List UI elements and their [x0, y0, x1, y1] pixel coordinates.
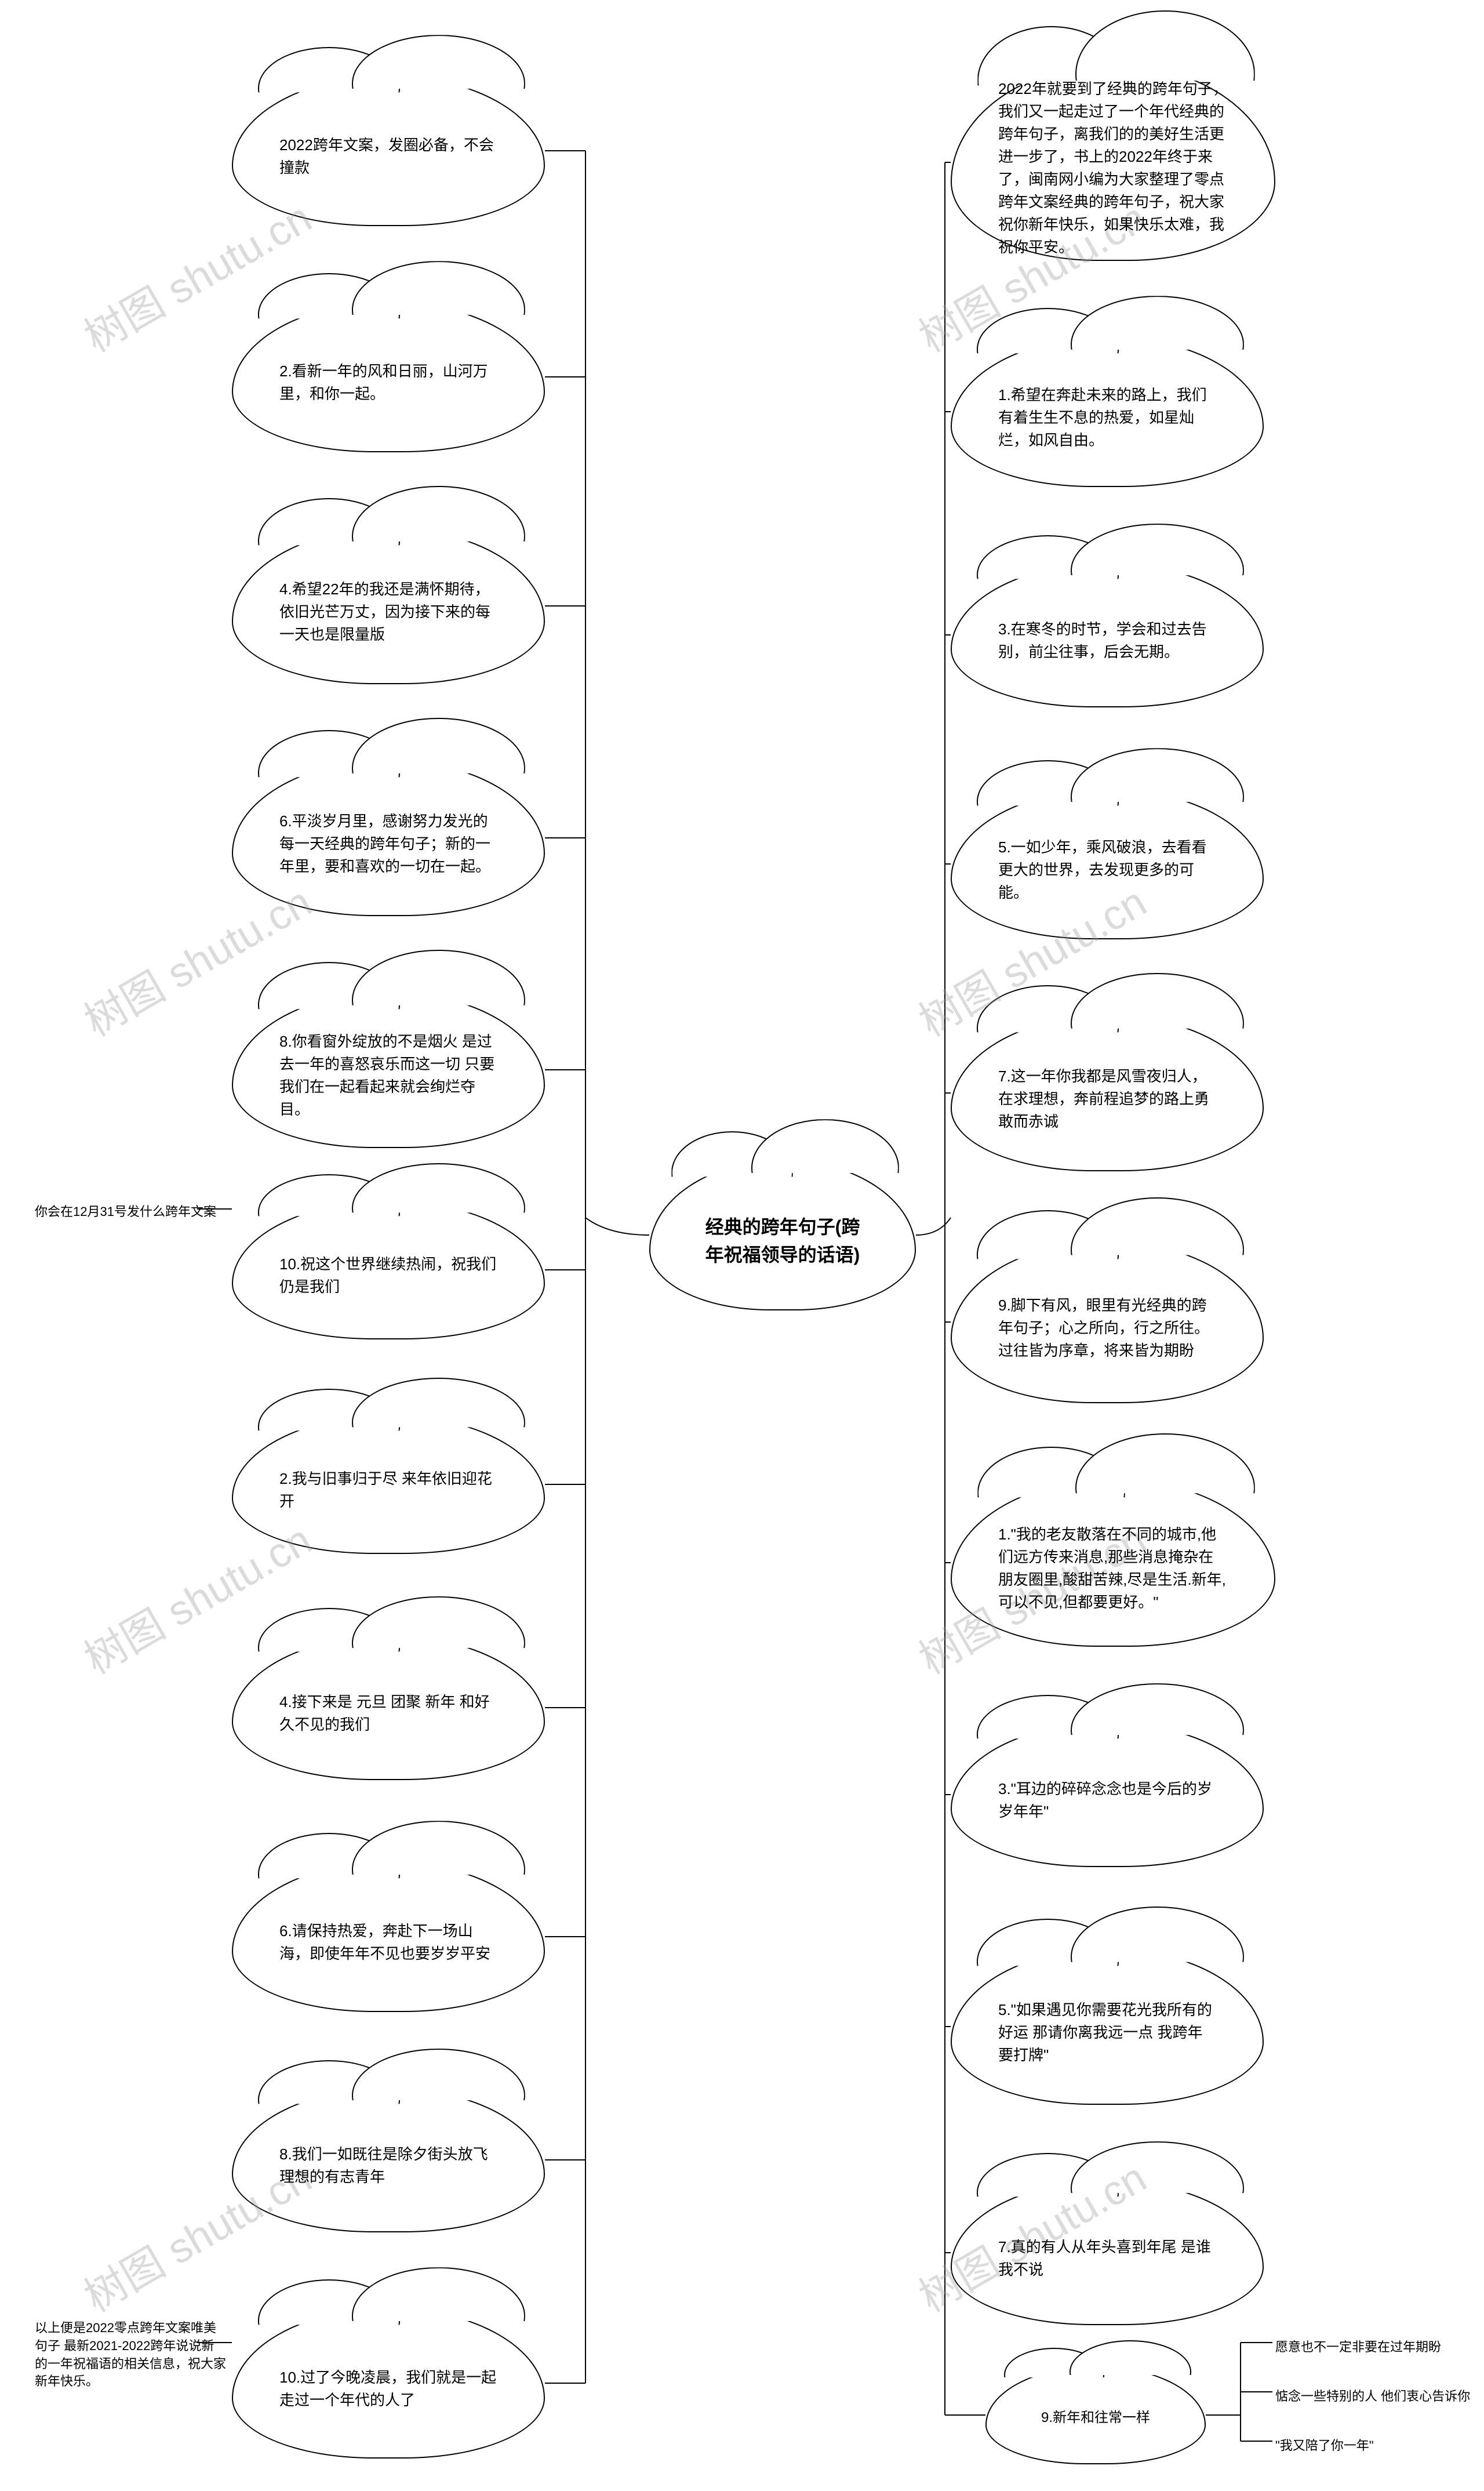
sub-item: 惦念一些特别的人 他们衷心告诉你	[1275, 2386, 1470, 2405]
left-node: 10.祝这个世界继续热闹，祝我们仍是我们	[232, 1200, 545, 1339]
right-node: 5."如果遇见你需要花光我所有的好运 那请你离我远一点 我跨年要打牌"	[951, 1948, 1264, 2105]
left-node: 8.你看窗外绽放的不是烟火 是过去一年的喜怒哀乐而这一切 只要我们在一起看起来就…	[232, 992, 545, 1148]
left-node: 2.看新一年的风和日丽，山河万里，和你一起。	[232, 302, 545, 452]
right-node: 2022年就要到了经典的跨年句子，我们又一起走过了一个年代经典的跨年句子，离我们…	[951, 64, 1275, 261]
right-node: 7.真的有人从年头喜到年尾 是谁我不说	[951, 2180, 1264, 2325]
right-node: 1."我的老友散落在不同的城市,他们远方传来消息,那些消息掩杂在朋友圈里,酸甜苦…	[951, 1479, 1275, 1647]
left-node: 4.希望22年的我还是满怀期待，依旧光芒万丈，因为接下来的每一天也是限量版	[232, 528, 545, 684]
left-footer-label: 以上便是2022零点跨年文案唯美句子 最新2021-2022跨年说说新的一年祝福…	[35, 2319, 226, 2391]
left-node: 2022跨年文案，发圈必备，不会撞款	[232, 75, 545, 226]
right-node: 9.新年和往常一样	[985, 2366, 1206, 2464]
right-node: 7.这一年你我都是风雪夜归人，在求理想，奔前程追梦的路上勇敢而赤诚	[951, 1015, 1264, 1171]
right-node: 9.脚下有风，眼里有光经典的跨年句子；心之所向，行之所往。过往皆为序章，将来皆为…	[951, 1241, 1264, 1403]
right-node: 3.在寒冬的时节，学会和过去告别，前尘往事，后会无期。	[951, 562, 1264, 707]
left-node: 2.我与旧事归于尽 来年依旧迎花开	[232, 1415, 545, 1554]
right-node: 3."耳边的碎碎念念也是今后的岁岁年年"	[951, 1722, 1264, 1867]
right-node: 1.希望在奔赴未来的路上，我们有着生生不息的热爱，如星灿烂，如风自由。	[951, 336, 1264, 487]
sub-item: "我又陪了你一年"	[1275, 2435, 1374, 2454]
left-node: 8.我们一如既往是除夕街头放飞理想的有志青年	[232, 2087, 545, 2232]
left-branch-label: 你会在12月31号发什么跨年文案	[35, 1203, 220, 1221]
right-node: 5.一如少年，乘风破浪，去看看更大的世界，去发现更多的可能。	[951, 789, 1264, 939]
center-node: 经典的跨年句子(跨年祝福领导的话语)	[649, 1160, 916, 1310]
sub-item: 愿意也不一定非要在过年期盼	[1275, 2337, 1441, 2355]
center-text: 经典的跨年句子(跨年祝福领导的话语)	[697, 1213, 868, 1269]
left-node: 4.接下来是 元旦 团聚 新年 和好久不见的我们	[232, 1635, 545, 1780]
left-node: 10.过了今晚凌晨，我们就是一起走过一个年代的人了	[232, 2308, 545, 2459]
left-node: 6.请保持热爱，奔赴下一场山海，即使年年不见也要岁岁平安	[232, 1861, 545, 2012]
left-node: 6.平淡岁月里，感谢努力发光的每一天经典的跨年句子；新的一年里，要和喜欢的一切在…	[232, 760, 545, 916]
